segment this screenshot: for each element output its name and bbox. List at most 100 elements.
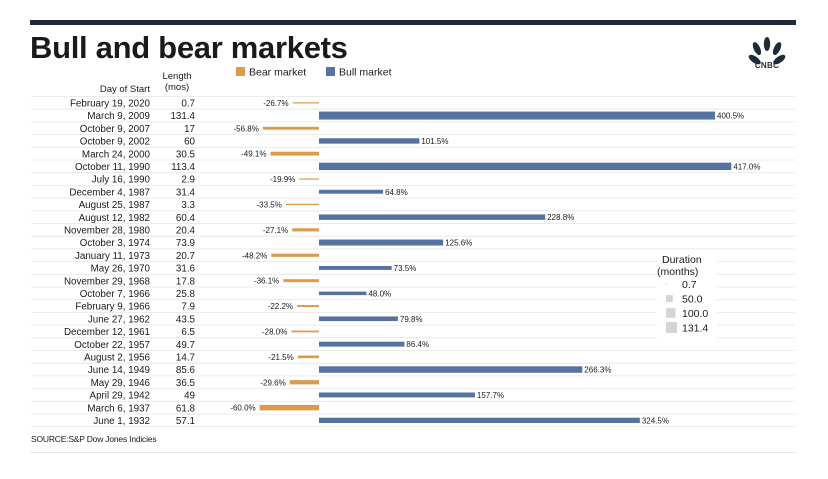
date-header: Day of Start [100,84,151,95]
bull-bar [319,341,405,347]
bull-bar [319,189,384,194]
row-length: 60.4 [176,213,196,224]
row-date: August 2, 1956 [84,352,150,363]
row-length: 14.7 [176,352,195,363]
row-length: 36.5 [176,378,196,389]
length-header-line-1: Length [162,71,191,82]
bar-value-label: 86.4% [406,340,429,349]
legend-swatch-bull [326,67,335,76]
duration-swatch [666,322,677,333]
row-date: August 12, 1982 [79,213,150,224]
bull-bar [319,291,367,296]
row-length: 85.6 [176,365,196,376]
legend-swatch-bear [236,67,245,76]
bottom-divider [30,452,796,453]
row-length: 30.5 [176,149,196,160]
bar-value-label: -29.6% [260,378,285,387]
bar-value-label: 64.8% [385,188,408,197]
row-length: 3.3 [181,200,195,211]
bar-value-label: 324.5% [642,416,669,425]
row-date: January 11, 1973 [75,251,151,262]
row-date: November 28, 1980 [64,225,151,236]
row-date: October 3, 1974 [80,238,151,249]
row-date: March 6, 1937 [87,403,150,414]
row-length: 2.9 [181,175,195,186]
bar-value-label: -33.5% [257,200,282,209]
bear-bar [283,279,319,283]
source-note: SOURCE:S&P Dow Jones Indicies [31,434,157,444]
row-length: 61.8 [176,403,196,414]
cnbc-peacock-logo: CNBC [748,37,786,70]
row-date: March 9, 2009 [87,111,150,122]
row-date: June 1, 1932 [93,416,150,427]
bar-value-label: 157.7% [477,391,504,400]
duration-legend-title-2: (months) [657,266,698,278]
row-date: October 9, 2002 [80,137,150,148]
legend-label-bull: Bull market [339,67,392,79]
row-length: 49.7 [176,340,195,351]
bear-bar [289,380,319,385]
bar-value-label: -60.0% [230,404,255,413]
bar-value-label: -49.1% [241,150,266,159]
bull-bar [319,111,715,120]
row-date: June 14, 1949 [88,365,150,376]
bar-value-label: 266.3% [584,366,611,375]
bull-bar [319,417,640,423]
bar-value-label: -19.9% [270,175,295,184]
row-date: March 24, 2000 [82,149,151,160]
bear-bar [271,253,319,257]
bear-bar [299,178,319,180]
bar-value-label: 48.0% [368,289,391,298]
row-date: July 16, 1990 [92,175,151,186]
duration-value: 0.7 [682,279,697,291]
row-length: 25.8 [176,289,196,300]
bull-bar [319,316,398,322]
bar-value-label: 79.8% [400,315,423,324]
chart-title: Bull and bear markets [30,30,348,65]
bar-value-label: -56.8% [233,124,258,133]
bull-bar [319,162,732,171]
row-length: 73.9 [176,238,195,249]
row-length: 57.1 [176,416,195,427]
bar-value-label: 400.5% [717,112,744,121]
bull-bar [319,214,546,220]
peacock-feathers-icon [748,37,786,65]
duration-swatch [666,308,676,318]
bull-bar [319,239,444,246]
bar-value-label: -28.0% [262,327,287,336]
bear-bar [292,102,319,104]
row-length: 17 [184,124,195,135]
duration-value: 100.0 [682,308,708,320]
row-length: 113.4 [171,162,195,173]
row-length: 60 [184,137,195,148]
row-date: April 29, 1942 [90,391,150,402]
row-date: November 29, 1968 [64,276,151,287]
bar-value-label: 73.5% [394,264,417,273]
duration-swatch [666,283,668,285]
bear-bar [291,330,319,333]
bar-value-label: -21.5% [268,353,293,362]
bar-value-label: -22.2% [268,302,293,311]
row-date: May 29, 1946 [91,378,151,389]
row-date: October 22, 1957 [74,340,150,351]
duration-value: 131.4 [682,323,708,335]
bear-bar [285,203,319,206]
row-date: February 9, 1966 [75,302,150,313]
bear-bar [292,228,319,232]
row-length: 7.9 [181,302,195,313]
duration-swatch [666,295,673,302]
top-bar [30,20,796,25]
row-length: 31.6 [176,264,196,275]
bar-value-label: 125.6% [445,239,472,248]
bar-value-label: -48.2% [242,251,267,260]
row-date: December 12, 1961 [64,327,150,338]
bar-value-label: -36.1% [254,277,279,286]
bear-bar [259,404,319,411]
row-date: October 11, 1990 [75,162,151,173]
bear-bar [262,126,319,130]
bear-bar [297,305,319,308]
row-date: October 9, 2007 [80,124,150,135]
row-length: 17.8 [176,276,196,287]
row-date: February 19, 2020 [70,98,151,109]
